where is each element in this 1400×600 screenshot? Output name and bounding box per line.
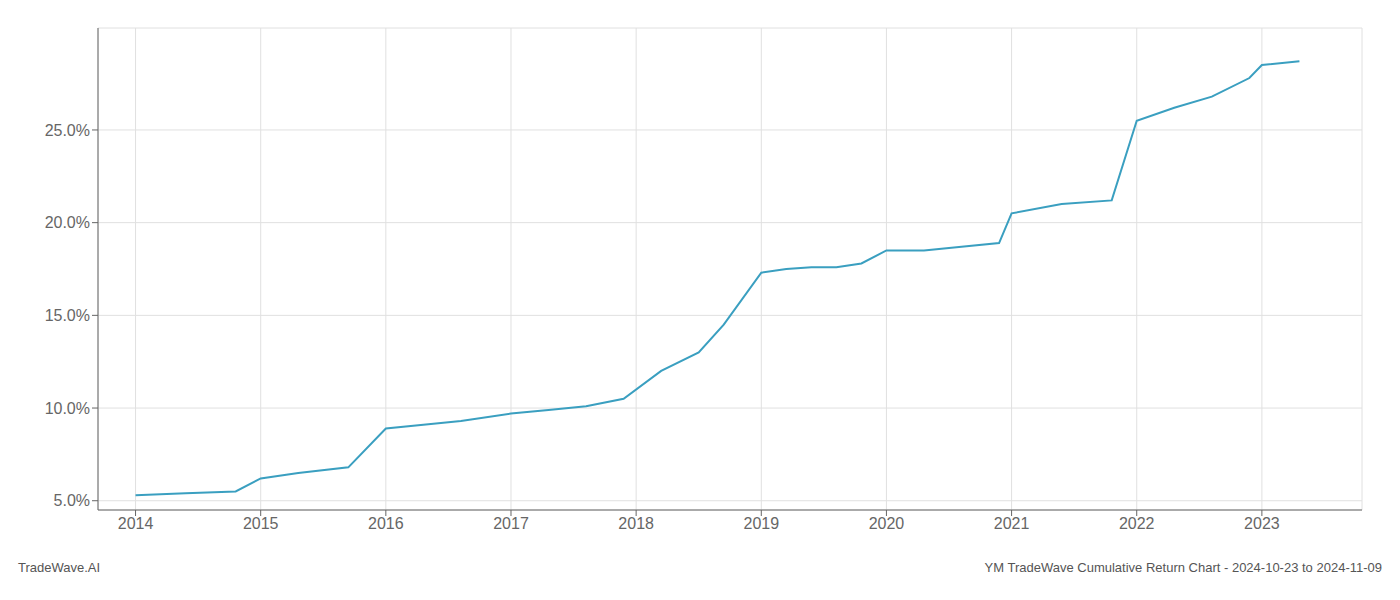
svg-text:2015: 2015: [243, 515, 279, 532]
svg-text:2019: 2019: [743, 515, 779, 532]
svg-text:15.0%: 15.0%: [45, 307, 90, 324]
svg-text:2017: 2017: [493, 515, 529, 532]
html-text:YM TradeWave Cumulative Return: YM TradeWave Cumulative Return Chart - 2…: [984, 560, 1382, 575]
svg-text:2022: 2022: [1119, 515, 1155, 532]
svg-text:2016: 2016: [368, 515, 404, 532]
svg-text:20.0%: 20.0%: [45, 214, 90, 231]
svg-text:2023: 2023: [1244, 515, 1280, 532]
svg-text:10.0%: 10.0%: [45, 400, 90, 417]
svg-text:2014: 2014: [118, 515, 154, 532]
html-text:TradeWave.AI: TradeWave.AI: [18, 560, 101, 575]
svg-text:2018: 2018: [618, 515, 654, 532]
svg-text:2021: 2021: [994, 515, 1030, 532]
svg-text:5.0%: 5.0%: [54, 492, 90, 509]
svg-text:25.0%: 25.0%: [45, 122, 90, 139]
svg-text:2020: 2020: [869, 515, 905, 532]
